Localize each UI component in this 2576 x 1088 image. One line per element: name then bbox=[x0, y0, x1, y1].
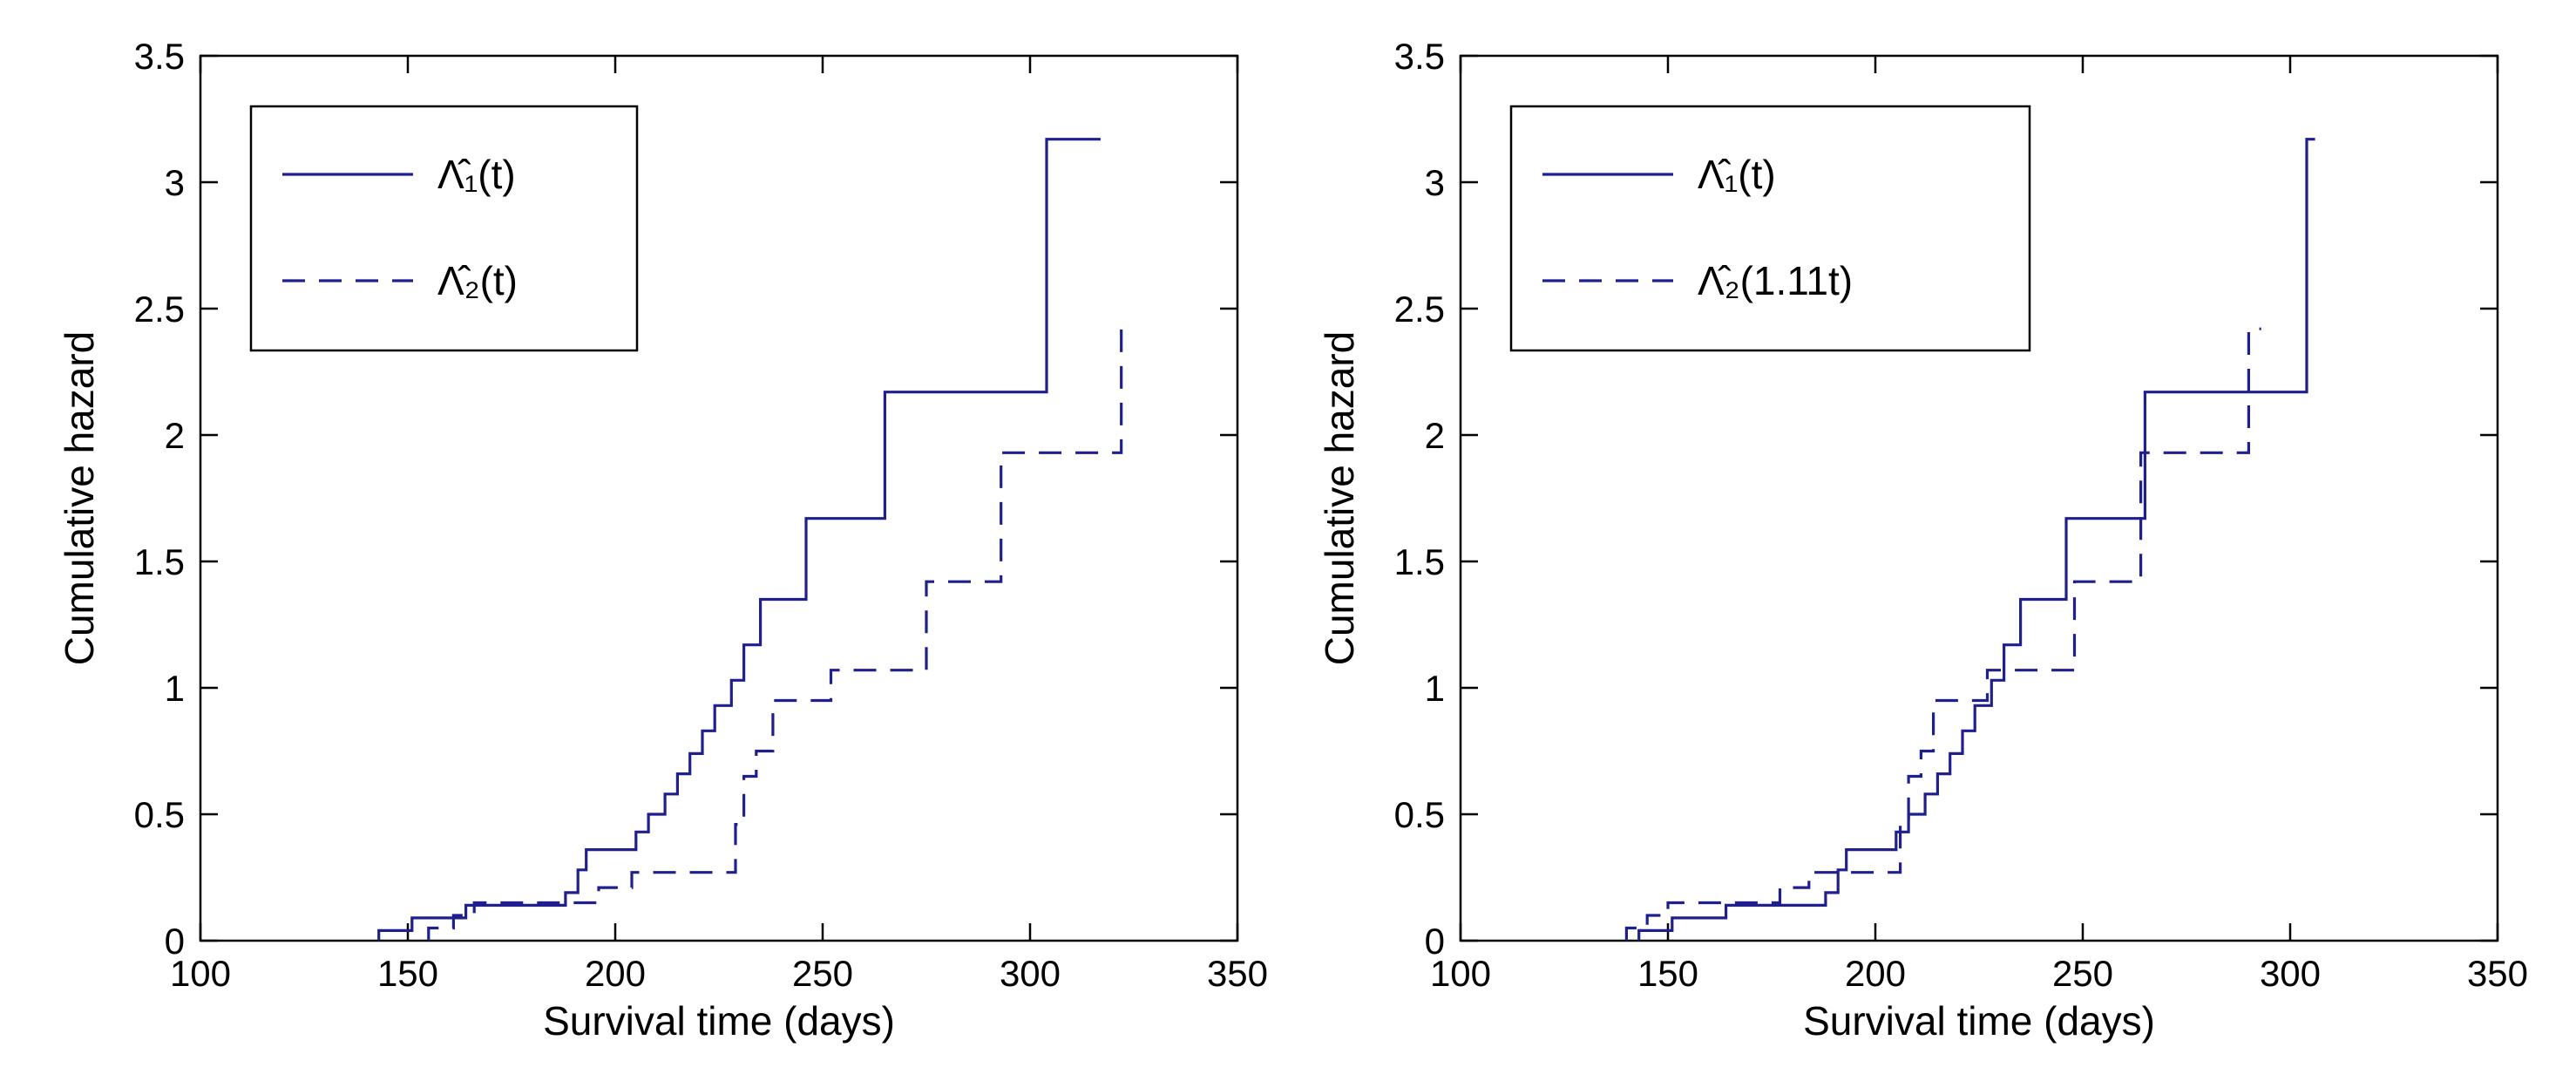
series-dashed-line bbox=[1624, 327, 2261, 941]
x-tick-label: 350 bbox=[1207, 953, 1268, 994]
series-solid-line bbox=[377, 138, 1101, 941]
x-axis-label: Survival time (days) bbox=[1803, 998, 2155, 1044]
y-tick-label: 1 bbox=[165, 668, 185, 709]
y-tick-label: 2.5 bbox=[134, 289, 185, 330]
y-tick-label: 1.5 bbox=[1394, 541, 1445, 582]
x-tick-label: 150 bbox=[377, 953, 438, 994]
x-tick-label: 300 bbox=[2260, 953, 2321, 994]
x-tick-label: 150 bbox=[1637, 953, 1698, 994]
chart-svg: 100 150 200 250 300 350 0 0.5 1 1.5 2 2.5 3 3.5 Surviv… bbox=[1317, 36, 2528, 1044]
x-tick-label: 350 bbox=[2467, 953, 2528, 994]
y-tick-label: 2 bbox=[1425, 415, 1445, 456]
chart-svg: 100 150 200 250 300 350 0 0.5 1 1.5 2 2.5 3 3.5 Surviv… bbox=[57, 36, 1268, 1044]
y-axis-label: Cumulative hazard bbox=[57, 331, 102, 666]
y-tick-label: 3 bbox=[165, 162, 185, 203]
y-tick-label: 1 bbox=[1425, 668, 1445, 709]
y-tick-label: 2.5 bbox=[1394, 289, 1445, 330]
legend-box bbox=[249, 105, 639, 352]
y-axis-label: Cumulative hazard bbox=[1317, 331, 1362, 666]
x-tick-label: 250 bbox=[792, 953, 853, 994]
right-cumulative-hazard-chart: 100 150 200 250 300 350 0 0.5 1 1.5 2 2.5 3 3.5 Surviv… bbox=[1308, 17, 2528, 1071]
left-cumulative-hazard-chart: 100 150 200 250 300 350 0 0.5 1 1.5 2 2.5 3 3.5 Surviv… bbox=[48, 17, 1268, 1071]
legend-label: Λ̂₁(t) bbox=[1698, 152, 1776, 197]
y-tick-label: 3.5 bbox=[1394, 36, 1445, 77]
y-tick-label: 0.5 bbox=[1394, 794, 1445, 835]
x-tick-label: 200 bbox=[585, 953, 646, 994]
x-tick-label: 200 bbox=[1845, 953, 1906, 994]
series-dashed-line bbox=[427, 327, 1134, 941]
legend-box bbox=[1509, 105, 2031, 352]
axis-box bbox=[199, 54, 1239, 942]
y-tick-label: 0.5 bbox=[134, 794, 185, 835]
legend-label: Λ̂₁(t) bbox=[437, 152, 516, 197]
y-tick-label: 2 bbox=[165, 415, 185, 456]
x-tick-label: 250 bbox=[2052, 953, 2113, 994]
y-tick-label: 1.5 bbox=[134, 541, 185, 582]
x-axis-label: Survival time (days) bbox=[543, 998, 895, 1044]
x-tick-label: 100 bbox=[170, 953, 231, 994]
x-tick-label: 300 bbox=[1000, 953, 1061, 994]
legend-label: Λ̂₂(1.11t) bbox=[1698, 258, 1853, 303]
series-solid-line bbox=[1637, 138, 2315, 941]
y-tick-label: 0 bbox=[1425, 921, 1445, 962]
legend-label: Λ̂₂(t) bbox=[437, 258, 518, 303]
x-tick-label: 100 bbox=[1430, 953, 1491, 994]
y-tick-label: 3.5 bbox=[134, 36, 185, 77]
axis-box bbox=[1459, 54, 2499, 942]
y-tick-label: 3 bbox=[1425, 162, 1445, 203]
y-tick-label: 0 bbox=[165, 921, 185, 962]
